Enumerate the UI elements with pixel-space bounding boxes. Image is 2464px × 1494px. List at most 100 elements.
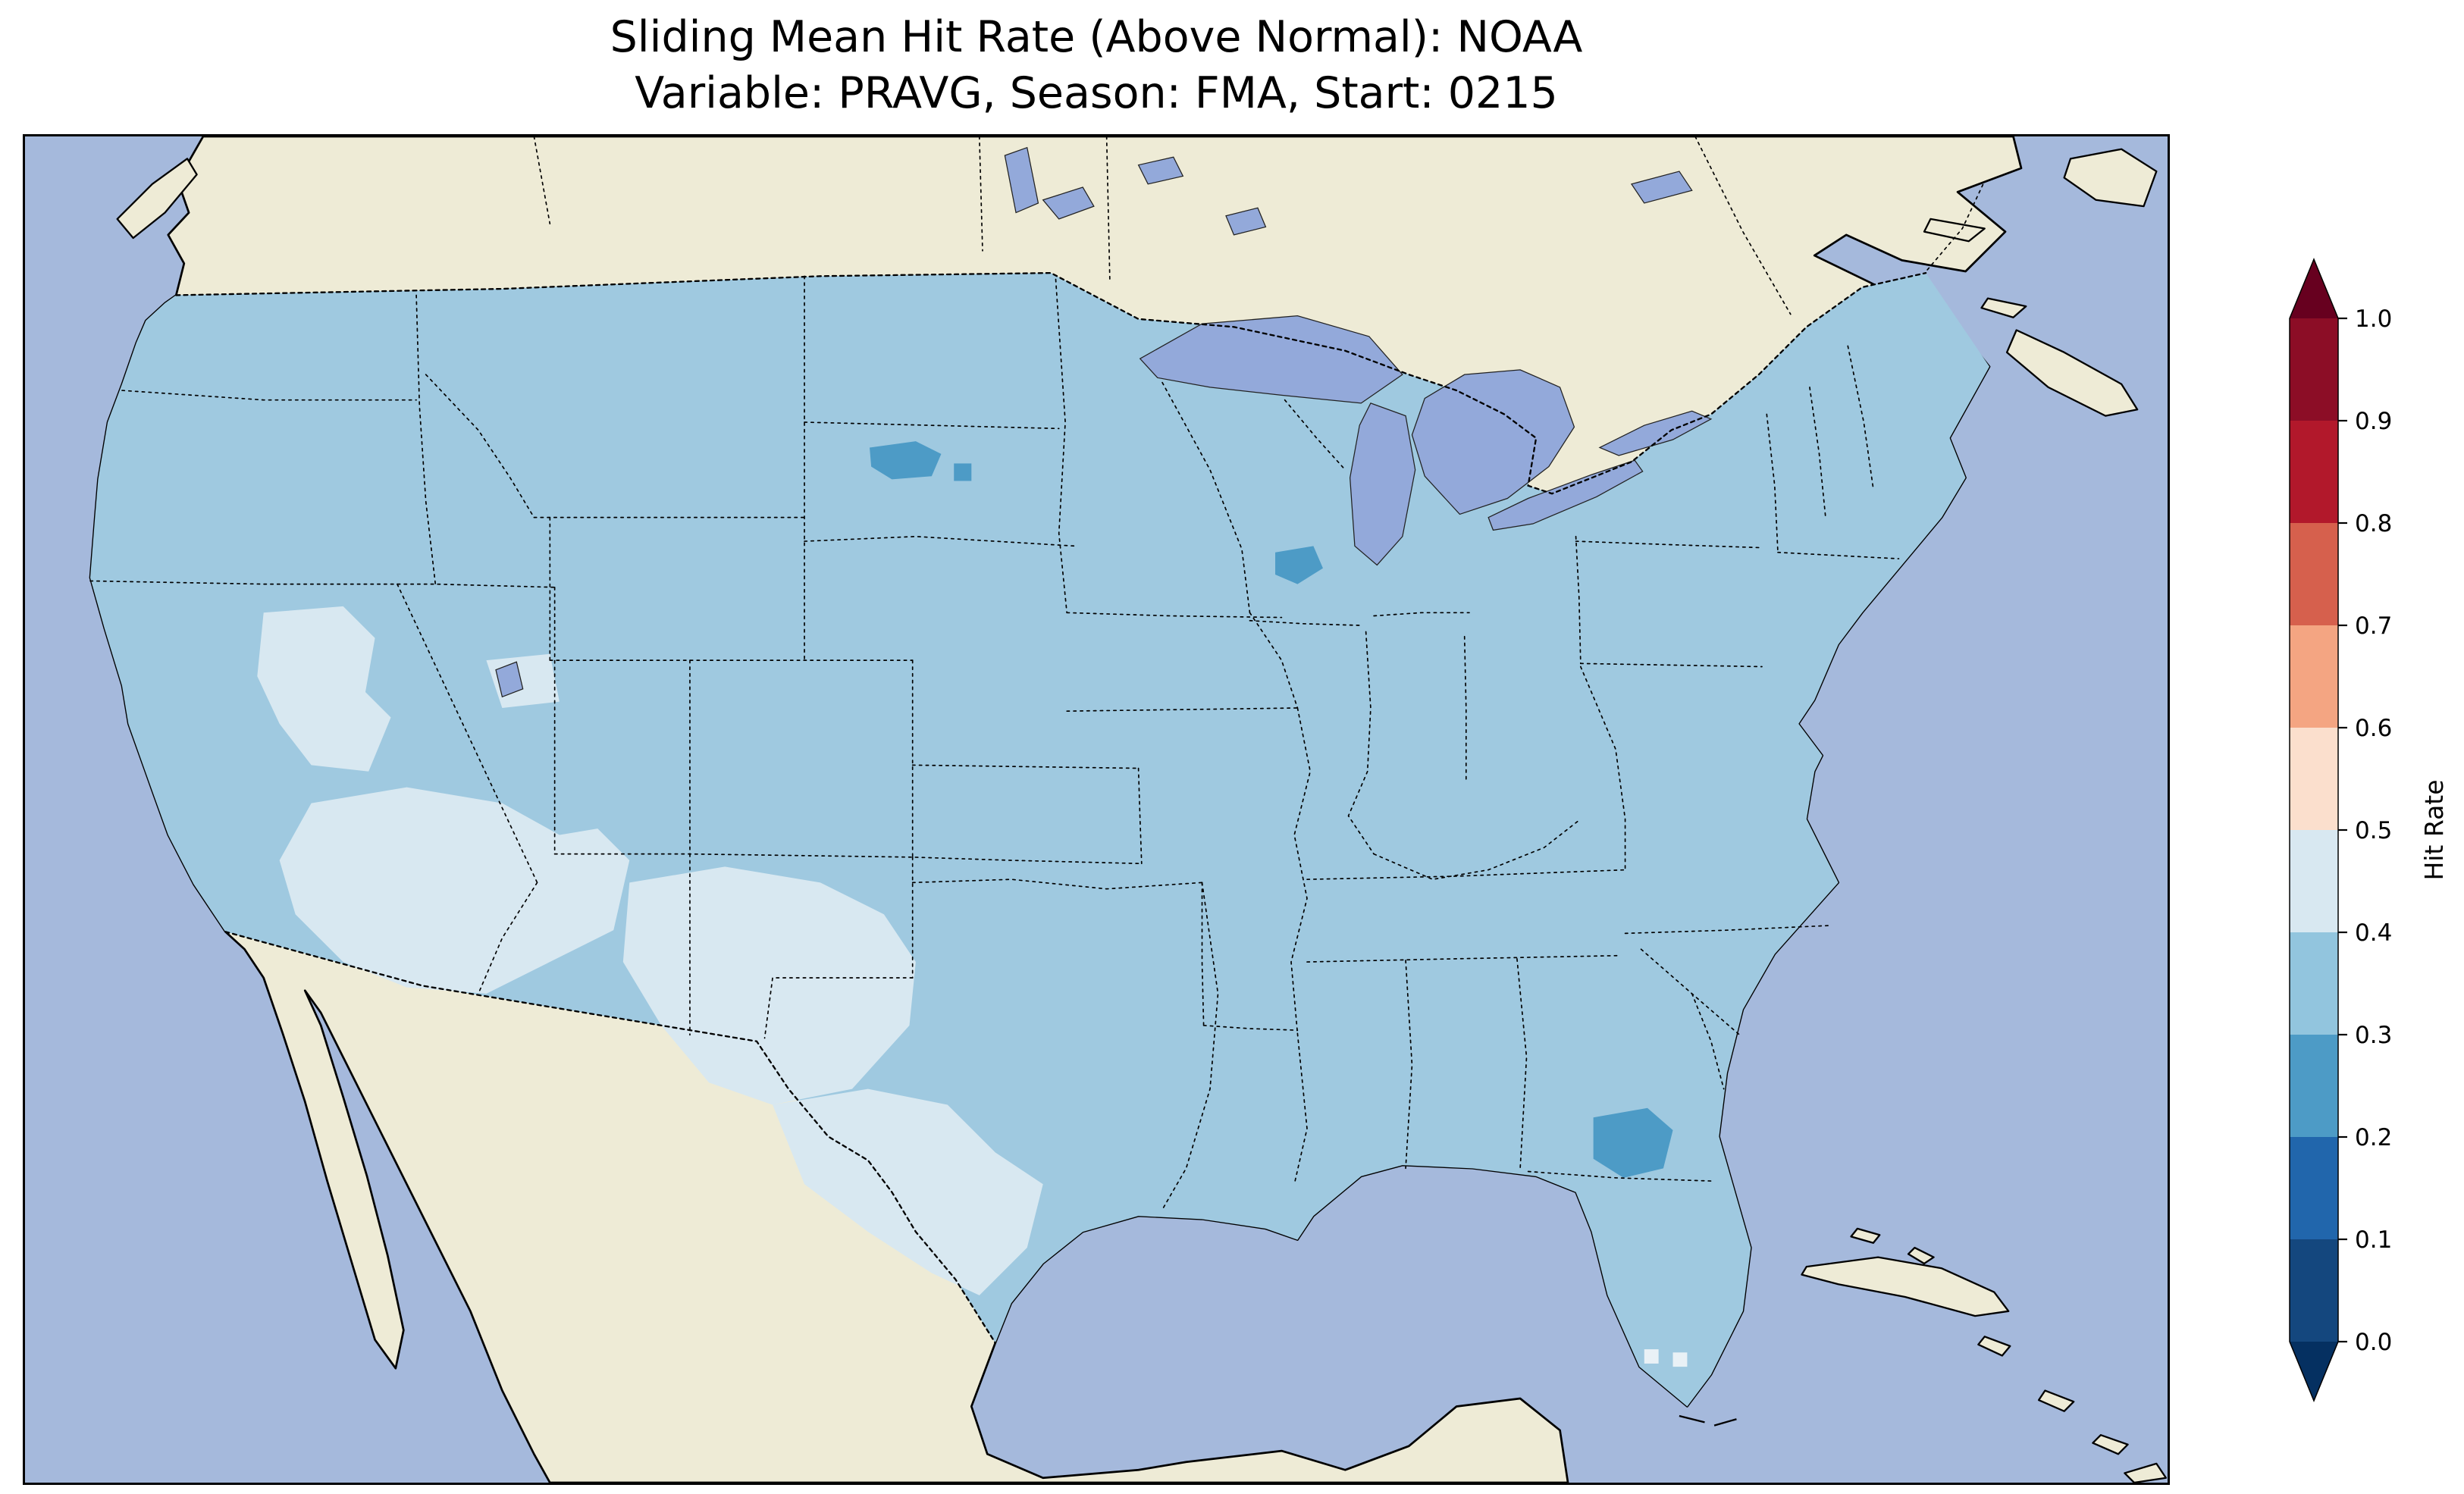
- state-border-line: [1809, 387, 1826, 518]
- bahamas-4: [2037, 1389, 2075, 1412]
- lake-superior: [1139, 315, 1403, 404]
- colorbar-tick-label: 0.6: [2355, 715, 2392, 742]
- colorbar-tick-label: 0.8: [2355, 510, 2392, 537]
- state-border-line: [1161, 381, 1251, 614]
- colorbar-canvas: 1.0 0.9 0.8 0.7 0.6 0.5 0.4 0.3 0.2 0.1 0.0 Hit Rat…: [2289, 258, 2449, 1402]
- spot-south-dakota: [870, 441, 942, 480]
- state-border-line: [1766, 413, 1779, 553]
- map-canvas: [25, 136, 2168, 1483]
- spot-florida: [1593, 1107, 1673, 1178]
- us-hit-rate-region: [90, 273, 1990, 1407]
- state-border-line: [1161, 882, 1219, 1211]
- colorbar-over-arrow: [2290, 259, 2338, 318]
- state-border-line: [415, 294, 437, 585]
- state-border-line: [911, 879, 1203, 890]
- state-border-line: [1066, 707, 1299, 712]
- newfoundland: [2063, 148, 2158, 208]
- us-canada-border: [175, 271, 1927, 495]
- state-border-line: [1137, 767, 1143, 865]
- anticosti-island: [1923, 218, 1986, 243]
- title-line-1: Sliding Mean Hit Rate (Above Normal): NO…: [610, 12, 1583, 62]
- us-mexico-border: [224, 931, 996, 1344]
- state-border-line: [804, 421, 1060, 430]
- title-line-2: Variable: PRAVG, Season: FMA, Start: 021…: [635, 68, 1558, 119]
- colorbar-axis-label: Hit Rate: [2419, 779, 2449, 880]
- state-border-line: [1405, 960, 1413, 1170]
- state-border-line: [763, 977, 914, 1039]
- state-border-line: [1926, 180, 1986, 271]
- lake-canada-4: [1225, 207, 1267, 236]
- state-border-line: [1694, 136, 1792, 315]
- state-border-line: [911, 764, 1140, 769]
- state-border-line: [121, 390, 417, 401]
- state-border-line: [1365, 631, 1372, 772]
- colorbar-tick-label: 0.9: [2355, 408, 2392, 435]
- islands: [116, 148, 2168, 1483]
- state-border-line: [1847, 345, 1874, 490]
- hispaniola: [2124, 1462, 2168, 1483]
- state-border-line: [1624, 925, 1833, 935]
- patch-florida-1: [1644, 1349, 1659, 1364]
- state-border-line: [1575, 535, 1582, 665]
- bahamas-1: [1850, 1227, 1881, 1244]
- state-border-line: [1055, 278, 1068, 614]
- lake-michigan: [1349, 402, 1416, 566]
- state-border-line: [1202, 1024, 1299, 1031]
- patch-florida-2: [1672, 1352, 1688, 1367]
- figure-title: Sliding Mean Hit Rate (Above Normal): NO…: [23, 9, 2170, 121]
- vancouver-island: [116, 158, 198, 240]
- colorbar-tick-label: 0.5: [2355, 817, 2392, 844]
- state-border-line: [1201, 882, 1205, 1026]
- lake-winnipeg: [1004, 146, 1039, 214]
- state-border-line: [1516, 958, 1528, 1170]
- lake-huron: [1411, 369, 1575, 515]
- colorbar-under-arrow: [2290, 1342, 2338, 1401]
- state-border-line: [397, 583, 538, 884]
- bahamas-5: [2092, 1434, 2129, 1455]
- state-border-line: [1290, 707, 1312, 1035]
- map-axes: [23, 134, 2170, 1485]
- state-border-line: [1306, 869, 1626, 880]
- state-border-line: [478, 882, 538, 994]
- colorbar-segment: [2290, 830, 2338, 933]
- colorbar-segment: [2290, 1239, 2338, 1342]
- bahamas-3: [1977, 1336, 2011, 1357]
- state-border-line: [533, 136, 551, 225]
- colorbar-tick-label: 0.4: [2355, 919, 2392, 947]
- state-border-line: [1575, 540, 1760, 549]
- patch-arizona-newmexico: [279, 787, 630, 994]
- hit-rate-low-spots: [870, 441, 1673, 1178]
- florida-keys: [1679, 1414, 1737, 1427]
- colorbar-tick-label: 0.0: [2355, 1329, 2392, 1356]
- patch-texas-coastal: [773, 1088, 1043, 1295]
- state-border-line: [1293, 1032, 1308, 1185]
- colorbar-segment: [2290, 1137, 2338, 1240]
- colorbar-segment: [2290, 318, 2338, 421]
- lake-ontario: [1598, 410, 1713, 456]
- nova-scotia: [2005, 329, 2139, 417]
- colorbar-tick-label: 0.1: [2355, 1226, 2392, 1254]
- colorbar-segment: [2290, 625, 2338, 728]
- lake-canada-3: [1630, 171, 1693, 204]
- colorbar-tick-label: 1.0: [2355, 305, 2392, 333]
- spot-south-dakota-2: [954, 463, 972, 481]
- state-border-line: [1306, 954, 1620, 963]
- cuba: [1801, 1256, 2010, 1317]
- state-border-line: [1284, 399, 1346, 471]
- lake-canada-2: [1137, 156, 1184, 185]
- prince-edward-island: [1980, 297, 2027, 318]
- state-border-line: [1373, 612, 1470, 617]
- state-border-line: [1373, 818, 1582, 881]
- international-borders: [175, 271, 1927, 1344]
- colorbar-tick-label: 0.2: [2355, 1124, 2392, 1151]
- lake-erie: [1487, 459, 1644, 531]
- state-border-line: [1347, 770, 1375, 855]
- bahamas-2: [1907, 1246, 1935, 1265]
- colorbar-segment: [2290, 523, 2338, 626]
- state-border-line: [978, 136, 983, 252]
- state-border-line: [1527, 1170, 1712, 1182]
- colorbar-segment: [2290, 728, 2338, 831]
- colorbar-segment: [2290, 932, 2338, 1035]
- colorbar: 1.0 0.9 0.8 0.7 0.6 0.5 0.4 0.3 0.2 0.1 0.0 Hit Rat…: [2259, 250, 2464, 1463]
